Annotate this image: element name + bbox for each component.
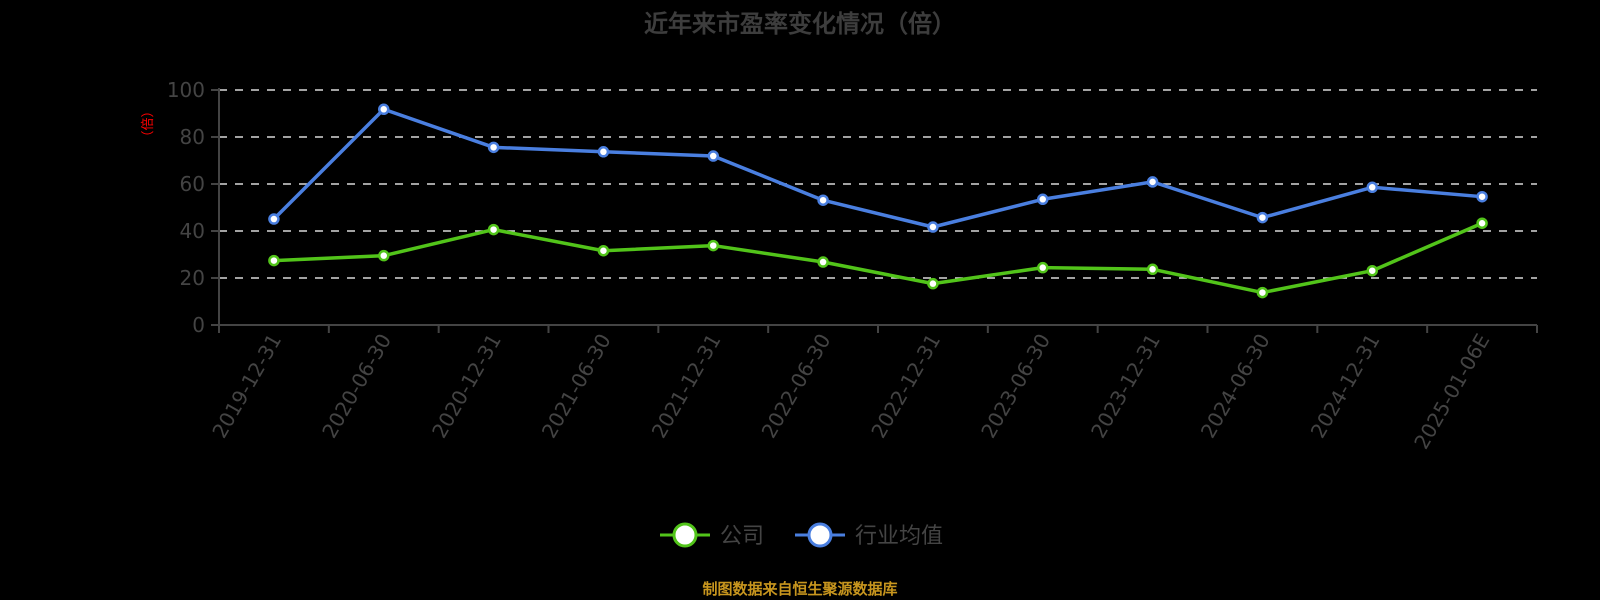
chart-title: 近年来市盈率变化情况（倍） — [644, 10, 956, 38]
data-point-marker[interactable] — [1256, 211, 1269, 224]
x-tick-label: 2024-06-30 — [1196, 330, 1275, 443]
data-point-marker[interactable] — [1366, 181, 1378, 194]
series-lines — [268, 103, 1488, 299]
source-footer: 制图数据来自恒生聚源数据库 — [702, 580, 897, 598]
data-point-marker[interactable] — [927, 221, 939, 233]
axes — [218, 88, 1538, 333]
data-point-marker[interactable] — [1037, 193, 1049, 206]
y-tick-label: 0 — [192, 313, 205, 337]
y-axis-ticks: 0 20 40 60 80 100 — [167, 78, 219, 337]
series-line — [273, 221, 1483, 295]
x-tick-label: 2020-06-30 — [317, 330, 396, 443]
data-point-marker[interactable] — [597, 146, 610, 158]
data-point-marker[interactable] — [1366, 264, 1378, 277]
data-point-marker[interactable] — [1476, 190, 1488, 203]
data-point-marker[interactable] — [707, 239, 719, 252]
data-point-marker[interactable] — [817, 256, 829, 268]
legend-item-company[interactable]: 公司 — [660, 522, 764, 549]
x-tick-label: 2023-06-30 — [976, 330, 1055, 443]
y-tick-label: 100 — [167, 78, 205, 102]
x-tick-label: 2019-12-31 — [207, 330, 286, 443]
data-point-marker[interactable] — [707, 150, 719, 162]
data-point-marker[interactable] — [1146, 176, 1159, 188]
data-point-marker[interactable] — [927, 277, 939, 290]
x-tick-label: 2022-06-30 — [757, 330, 836, 443]
x-tick-label: 2025-01-06E — [1409, 330, 1494, 454]
data-point-marker[interactable] — [1037, 261, 1049, 274]
data-point-marker[interactable] — [597, 244, 610, 257]
data-point-marker[interactable] — [487, 223, 500, 236]
x-tick-label: 2022-12-31 — [866, 330, 945, 443]
x-tick-label: 2024-12-31 — [1306, 330, 1385, 443]
legend[interactable]: 公司 行业均值 — [660, 522, 943, 549]
series-line — [272, 107, 1483, 229]
data-point-marker[interactable] — [268, 213, 280, 225]
x-tick-label: 2023-12-31 — [1086, 330, 1165, 443]
y-tick-label: 60 — [180, 172, 205, 196]
legend-label: 行业均值 — [855, 524, 943, 549]
data-point-marker[interactable] — [1146, 263, 1159, 276]
series-company — [268, 217, 1488, 299]
x-tick-label: 2020-12-31 — [427, 330, 506, 443]
legend-item-industry-average[interactable]: 行业均值 — [795, 522, 943, 549]
y-axis-unit-label: （倍） — [141, 104, 156, 143]
legend-label: 公司 — [720, 524, 764, 549]
data-point-marker[interactable] — [1476, 217, 1488, 229]
x-tick-label: 2021-12-31 — [647, 330, 726, 443]
x-tick-label: 2021-06-30 — [537, 330, 616, 443]
data-point-marker[interactable] — [378, 103, 390, 116]
data-point-marker[interactable] — [817, 194, 829, 206]
legend-marker-icon — [807, 522, 833, 548]
legend-marker-icon — [672, 522, 698, 548]
series-industry-average — [268, 103, 1488, 233]
y-tick-label: 80 — [180, 125, 205, 149]
gridlines — [219, 89, 1537, 279]
data-point-marker[interactable] — [378, 249, 390, 262]
data-point-marker[interactable] — [487, 141, 500, 154]
data-point-marker[interactable] — [268, 254, 280, 267]
data-point-marker[interactable] — [1256, 286, 1269, 299]
y-tick-label: 20 — [180, 266, 205, 290]
y-tick-label: 40 — [180, 219, 205, 243]
x-axis-labels: 2019-12-31 2020-06-30 2020-12-31 2021-06-30… — [207, 330, 1494, 454]
